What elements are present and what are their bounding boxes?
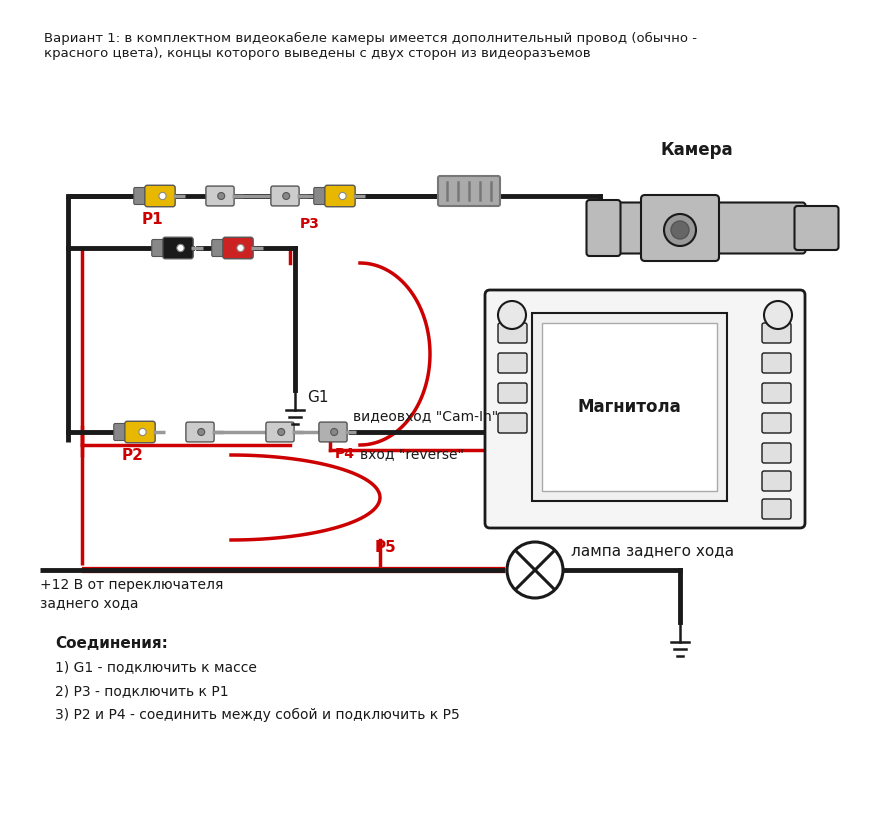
Circle shape	[331, 429, 338, 435]
Circle shape	[159, 192, 166, 200]
Text: Соединения:: Соединения:	[55, 636, 168, 651]
FancyBboxPatch shape	[319, 422, 347, 442]
Circle shape	[664, 214, 696, 246]
FancyBboxPatch shape	[762, 383, 791, 403]
FancyBboxPatch shape	[271, 186, 299, 206]
FancyBboxPatch shape	[438, 176, 500, 206]
Text: заднего хода: заднего хода	[40, 596, 139, 610]
Circle shape	[507, 542, 563, 598]
FancyBboxPatch shape	[485, 290, 805, 528]
FancyBboxPatch shape	[266, 422, 294, 442]
FancyBboxPatch shape	[324, 186, 355, 207]
Text: Вариант 1: в комплектном видеокабеле камеры имеется дополнительный провод (обычн: Вариант 1: в комплектном видеокабеле кам…	[44, 32, 697, 60]
FancyBboxPatch shape	[762, 443, 791, 463]
FancyBboxPatch shape	[795, 206, 839, 250]
Text: лампа заднего хода: лампа заднего хода	[571, 543, 734, 558]
Circle shape	[339, 192, 347, 200]
Circle shape	[498, 301, 526, 329]
Text: 3) Р2 и Р4 - соединить между собой и подключить к Р5: 3) Р2 и Р4 - соединить между собой и под…	[55, 708, 460, 722]
Text: Магнитола: Магнитола	[577, 398, 682, 416]
Text: 2) Р3 - подключить к Р1: 2) Р3 - подключить к Р1	[55, 684, 229, 698]
FancyBboxPatch shape	[314, 187, 329, 204]
Text: P2: P2	[122, 448, 144, 463]
Circle shape	[177, 245, 184, 251]
FancyBboxPatch shape	[212, 240, 227, 256]
FancyBboxPatch shape	[223, 237, 253, 259]
FancyBboxPatch shape	[498, 353, 527, 373]
Circle shape	[237, 245, 244, 251]
Circle shape	[198, 429, 205, 435]
FancyBboxPatch shape	[762, 323, 791, 343]
FancyBboxPatch shape	[498, 383, 527, 403]
Circle shape	[278, 429, 285, 435]
FancyBboxPatch shape	[145, 186, 175, 207]
Circle shape	[764, 301, 792, 329]
FancyBboxPatch shape	[114, 424, 129, 441]
Circle shape	[671, 221, 689, 239]
Text: G1: G1	[307, 390, 329, 405]
Text: P4: P4	[335, 447, 355, 461]
FancyBboxPatch shape	[762, 499, 791, 519]
Circle shape	[217, 192, 225, 200]
Text: P5: P5	[375, 540, 397, 555]
FancyBboxPatch shape	[498, 323, 527, 343]
Circle shape	[139, 429, 146, 436]
FancyBboxPatch shape	[762, 471, 791, 491]
FancyBboxPatch shape	[125, 421, 156, 443]
FancyBboxPatch shape	[586, 200, 621, 256]
Text: P3: P3	[300, 217, 320, 231]
Text: +12 В от переключателя: +12 В от переключателя	[40, 578, 224, 592]
Text: P1: P1	[142, 212, 164, 227]
FancyBboxPatch shape	[163, 237, 193, 259]
Text: Камера: Камера	[660, 141, 733, 159]
FancyBboxPatch shape	[614, 203, 805, 254]
FancyBboxPatch shape	[152, 240, 167, 256]
FancyBboxPatch shape	[206, 186, 234, 206]
FancyBboxPatch shape	[186, 422, 214, 442]
Text: 1) G1 - подключить к массе: 1) G1 - подключить к массе	[55, 660, 257, 674]
Text: видеовход "Cam-In": видеовход "Cam-In"	[353, 409, 499, 423]
FancyBboxPatch shape	[762, 413, 791, 433]
Text: вход "reverse": вход "reverse"	[360, 447, 464, 461]
FancyBboxPatch shape	[542, 323, 717, 491]
FancyBboxPatch shape	[532, 313, 727, 501]
FancyBboxPatch shape	[133, 187, 149, 204]
Circle shape	[283, 192, 290, 200]
FancyBboxPatch shape	[498, 413, 527, 433]
FancyBboxPatch shape	[762, 353, 791, 373]
FancyBboxPatch shape	[641, 195, 719, 261]
